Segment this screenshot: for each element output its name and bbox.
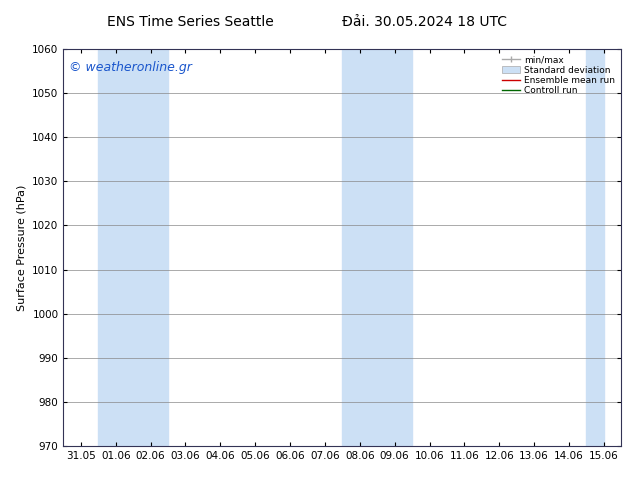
Bar — [342, 49, 412, 446]
Legend: min/max, Standard deviation, Ensemble mean run, Controll run: min/max, Standard deviation, Ensemble me… — [500, 53, 617, 97]
Text: © weatheronline.gr: © weatheronline.gr — [69, 61, 192, 74]
Bar — [98, 49, 168, 446]
Text: Đải. 30.05.2024 18 UTC: Đải. 30.05.2024 18 UTC — [342, 15, 507, 29]
Text: ENS Time Series Seattle: ENS Time Series Seattle — [107, 15, 274, 29]
Bar — [586, 49, 604, 446]
Y-axis label: Surface Pressure (hPa): Surface Pressure (hPa) — [16, 184, 27, 311]
